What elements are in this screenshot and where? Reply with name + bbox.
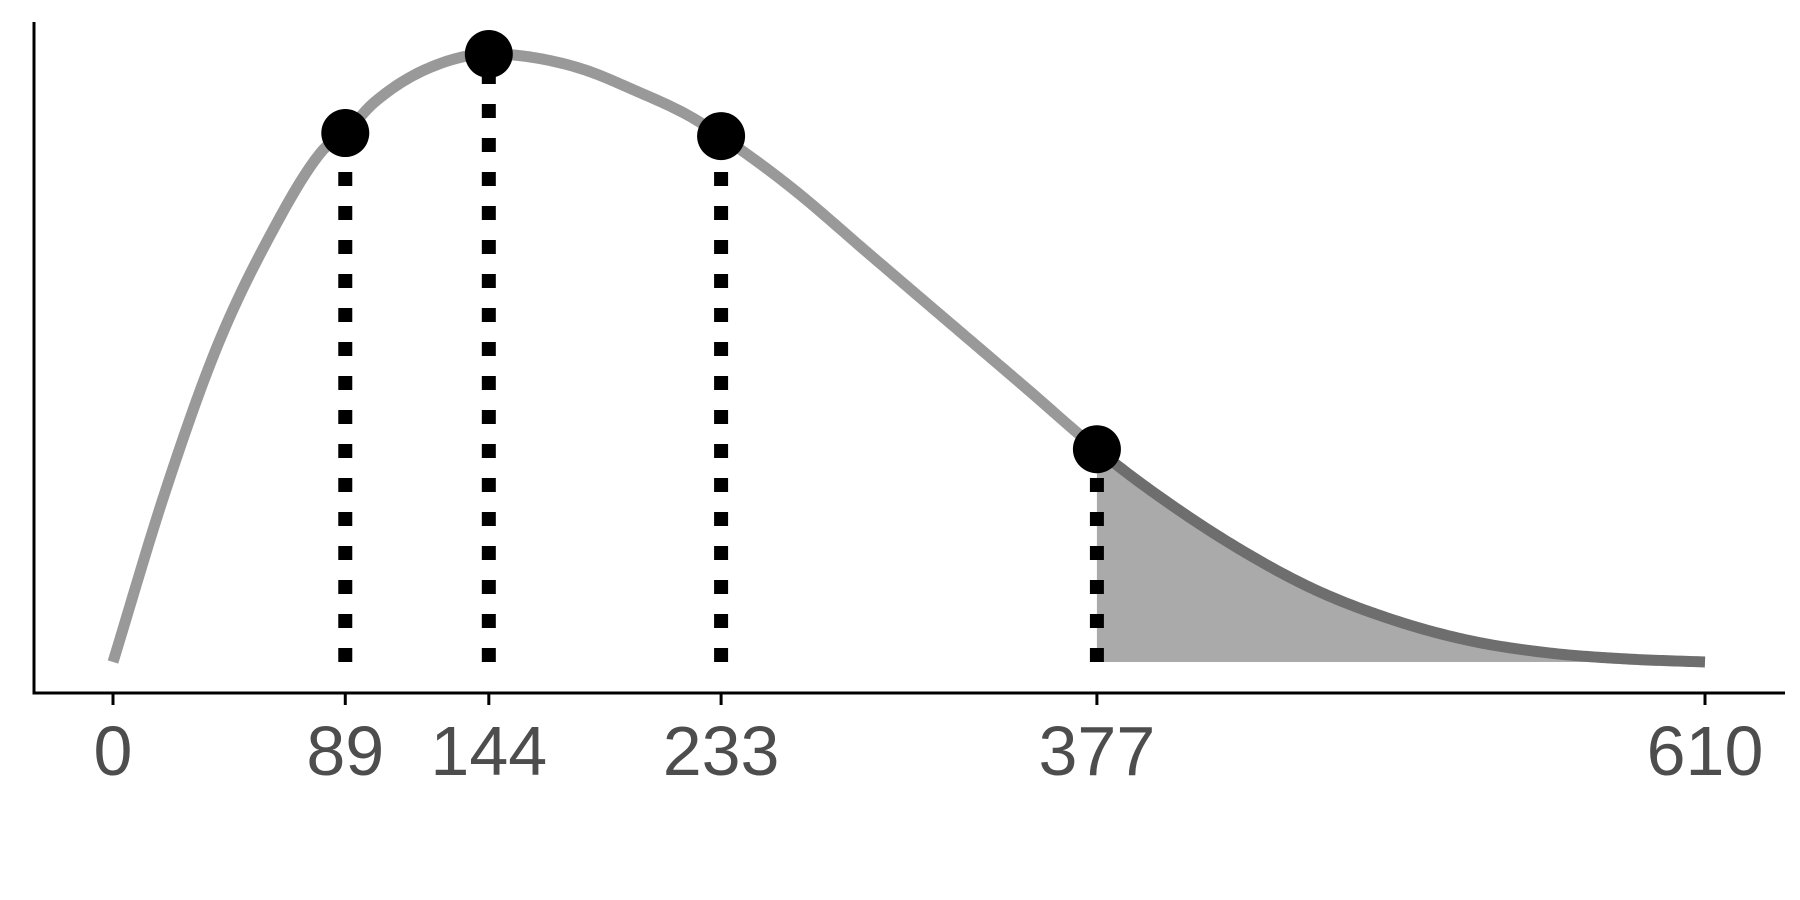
density-curve-line bbox=[107, 48, 1101, 664]
x-tick-label: 144 bbox=[430, 712, 547, 790]
density-curve-layer bbox=[107, 48, 1708, 668]
shaded-tail-area bbox=[1096, 449, 1705, 662]
shaded-tail-region bbox=[1096, 449, 1705, 662]
density-curve-tail-line bbox=[1093, 444, 1708, 668]
data-point-marker bbox=[321, 109, 370, 158]
x-tick-label: 610 bbox=[1647, 712, 1764, 790]
x-ticks-layer: 0 89 144 233 377 610 bbox=[94, 693, 1764, 790]
x-tick-label: 233 bbox=[663, 712, 780, 790]
axes-layer bbox=[32, 22, 1785, 695]
x-tick-label: 377 bbox=[1039, 712, 1156, 790]
data-point-marker bbox=[1072, 425, 1121, 474]
data-point-marker bbox=[464, 30, 513, 78]
drop-lines-layer bbox=[338, 72, 1104, 662]
data-point-marker bbox=[697, 112, 746, 161]
x-tick-label: 89 bbox=[306, 712, 384, 790]
x-tick-label: 0 bbox=[94, 712, 133, 790]
markers-layer bbox=[321, 30, 1121, 474]
